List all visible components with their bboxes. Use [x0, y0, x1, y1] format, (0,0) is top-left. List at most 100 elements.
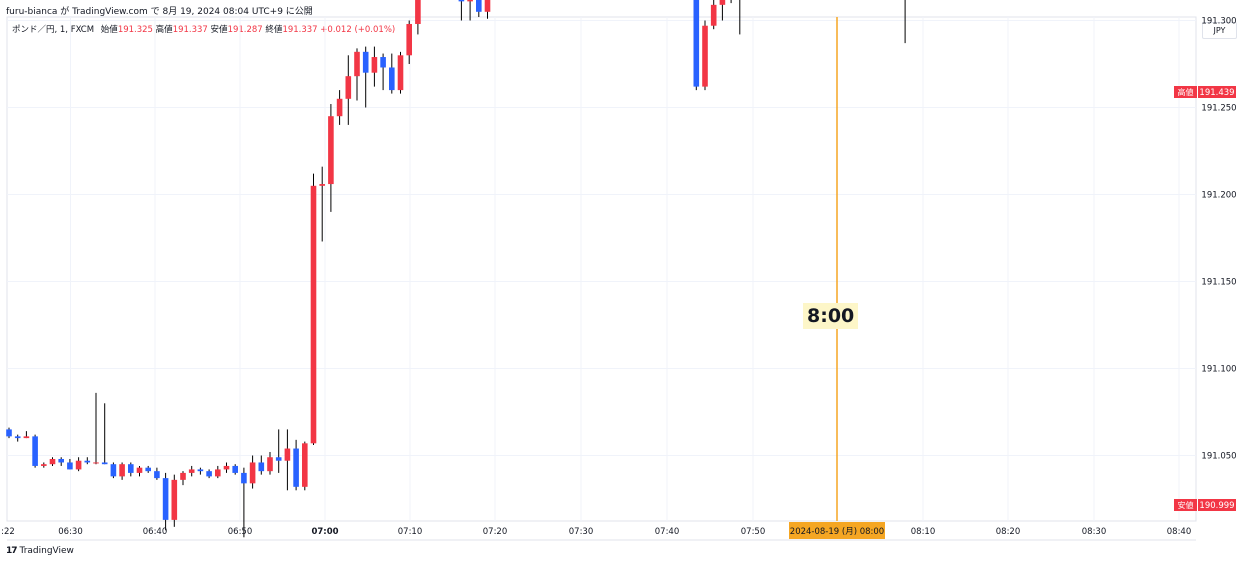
candle	[328, 104, 334, 212]
overlays	[836, 17, 838, 521]
date-badge-text: 2024-08-19 (月) 08:00	[790, 527, 884, 537]
candle	[310, 173, 317, 446]
candle-body	[345, 76, 352, 99]
candle	[197, 467, 204, 475]
candles	[6, 0, 906, 538]
candle-body	[14, 436, 21, 439]
publish-info: furu-bianca が TradingView.com で 8月 19, 2…	[6, 7, 313, 17]
candle-body	[93, 462, 99, 464]
candle-body	[267, 457, 273, 472]
candle-body	[232, 465, 238, 473]
x-tick-label: 08:30	[1082, 527, 1107, 537]
candle	[249, 455, 256, 489]
high-price-badge-label: 高値	[1178, 87, 1194, 97]
candle-body	[241, 472, 247, 484]
candle-body	[67, 462, 73, 470]
symbol-name: ポンド／円, 1, FXCM	[12, 25, 95, 35]
candle	[415, 0, 421, 35]
x-tick-label: 08:20	[996, 527, 1021, 537]
x-tick-label: 07:50	[741, 527, 766, 537]
candle-body	[693, 0, 700, 87]
candle	[719, 0, 726, 21]
candle	[702, 20, 708, 91]
low-price-badge-label: 安値	[1178, 500, 1194, 510]
x-axis: :22 06:30 06:40 06:50 07:00 07:10 07:20 07:30 07…	[1, 522, 1191, 539]
candle-body	[406, 23, 412, 56]
candle	[484, 0, 491, 19]
time-marker-label: 8:00	[803, 303, 859, 329]
high-price-badge-value-bg	[1198, 86, 1236, 98]
candle-body	[249, 462, 256, 484]
candle	[223, 462, 230, 473]
candle	[371, 46, 378, 87]
candle	[241, 467, 247, 538]
candle-body	[336, 98, 343, 117]
candle-body	[215, 469, 221, 477]
candle-body	[458, 0, 465, 2]
currency-button[interactable]: JPY	[1202, 22, 1237, 39]
candle	[180, 471, 186, 486]
candle	[136, 465, 143, 477]
candle	[154, 467, 160, 480]
high-value: 191.337	[172, 25, 208, 35]
candle	[162, 472, 169, 531]
candle-body	[380, 57, 386, 68]
candle	[128, 462, 134, 477]
candle	[32, 434, 38, 468]
candle-body	[275, 457, 282, 461]
candle	[84, 457, 91, 465]
candle-body	[49, 458, 56, 465]
x-tick-label: 06:50	[228, 527, 253, 537]
x-tick-label: 07:00	[311, 527, 338, 537]
high-price-badge-label-bg	[1174, 86, 1197, 98]
candle-body	[162, 478, 169, 520]
candle	[215, 465, 221, 479]
brand-name: TradingView	[19, 546, 74, 556]
low-value: 191.287	[227, 25, 263, 35]
close-label: 終値	[265, 25, 283, 35]
y-axis: 191.050 191.100 191.150 191.200 191.250 191.3…	[1174, 17, 1237, 511]
candle-body	[328, 116, 334, 185]
candle-body	[476, 0, 482, 12]
symbol-legend: ポンド／円, 1, FXCM 始値191.325 高値191.337 安値191…	[12, 23, 395, 35]
candle	[362, 46, 369, 108]
x-tick-label: 07:20	[483, 527, 508, 537]
candle-body	[110, 464, 117, 477]
candle-body	[32, 436, 38, 466]
high-price-badge-value: 191.439	[1199, 88, 1234, 98]
candle-body	[197, 469, 204, 472]
candle	[232, 464, 238, 475]
candle-body	[354, 51, 360, 77]
x-tick-label: 08:40	[1167, 527, 1192, 537]
high-price-badge: 高値 191.439	[1174, 86, 1236, 98]
candle-body	[41, 464, 47, 466]
grid	[6, 16, 1197, 541]
candle-body	[23, 436, 30, 439]
candle	[467, 0, 473, 21]
candle-body	[154, 471, 160, 479]
y-tick-label: 191.150	[1201, 278, 1236, 288]
candle-body	[397, 55, 404, 91]
candle-body	[171, 479, 178, 520]
x-tick-label: 08:10	[911, 527, 936, 537]
x-tick-label: 07:40	[655, 527, 680, 537]
candle-body	[362, 51, 369, 73]
candle	[397, 51, 404, 94]
candle-body	[75, 460, 82, 470]
candle	[336, 90, 343, 125]
candle-body	[293, 448, 299, 487]
candle	[476, 0, 482, 18]
candle	[119, 462, 125, 480]
x-tick-label: 06:40	[143, 527, 168, 537]
change-value: +0.012 (+0.01%)	[320, 25, 396, 35]
x-tick-label: 07:30	[569, 527, 594, 537]
candle	[284, 429, 291, 491]
candle	[739, 0, 741, 35]
candle-body	[415, 0, 421, 24]
candle-body	[223, 465, 230, 470]
candle	[380, 53, 386, 91]
candle	[904, 0, 906, 44]
candle	[93, 392, 99, 465]
candle	[171, 474, 178, 527]
